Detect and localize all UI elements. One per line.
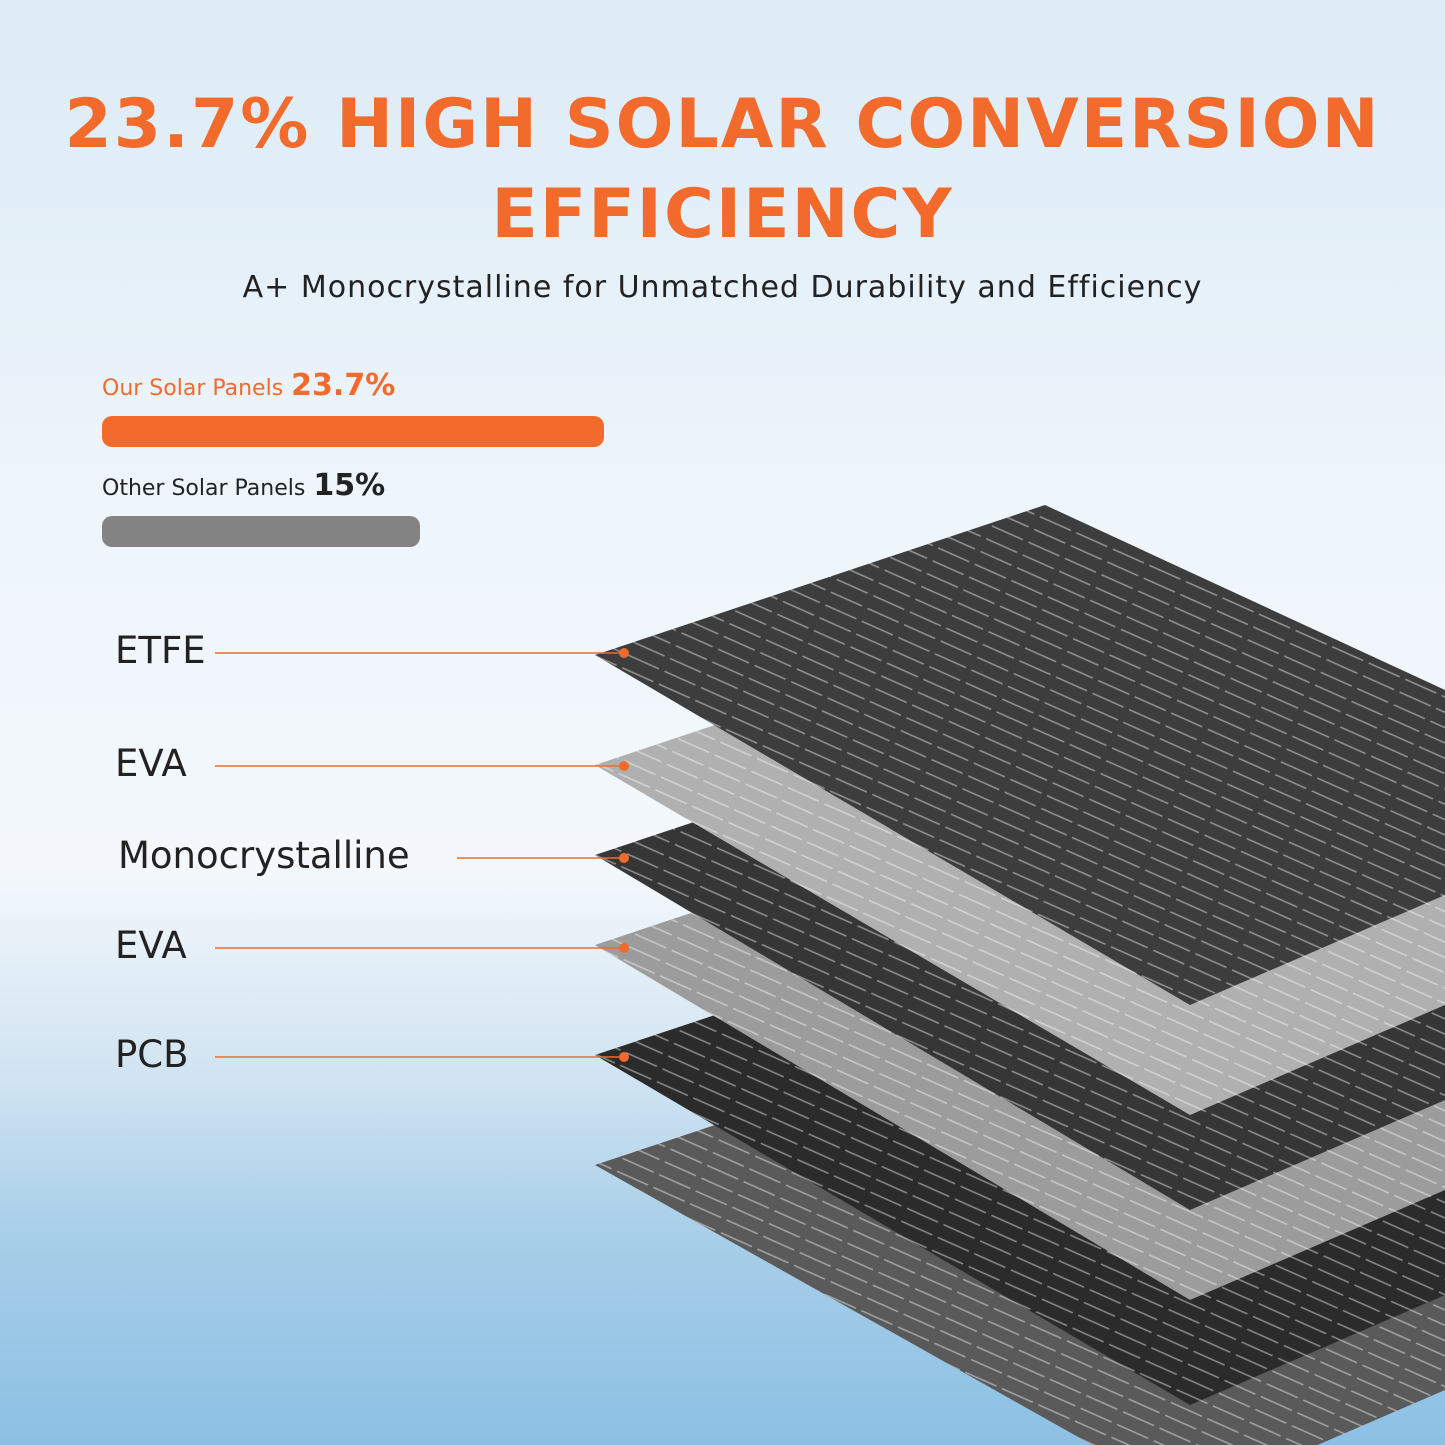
leader-dot bbox=[619, 943, 629, 953]
bar-name: Other Solar Panels bbox=[102, 476, 306, 501]
panel-texture bbox=[595, 505, 1445, 1005]
layer-label: ETFE bbox=[115, 629, 206, 672]
layer-label: EVA bbox=[115, 924, 187, 967]
bar bbox=[102, 416, 604, 447]
layer-label: PCB bbox=[115, 1033, 189, 1076]
headline: 23.7% HIGH SOLAR CONVERSION EFFICIENCY bbox=[0, 80, 1445, 260]
layer-label: Monocrystalline bbox=[118, 834, 410, 877]
bar-label: Our Solar Panels 23.7% bbox=[102, 368, 395, 403]
bar-value: 23.7% bbox=[291, 368, 396, 403]
bar-label: Other Solar Panels 15% bbox=[102, 468, 385, 503]
leader-dot bbox=[619, 648, 629, 658]
bar-name: Our Solar Panels bbox=[102, 376, 284, 401]
bar-value: 15% bbox=[313, 468, 386, 503]
headline-line: 23.7% HIGH SOLAR CONVERSION bbox=[64, 85, 1381, 164]
bar bbox=[102, 516, 420, 547]
leader-dot bbox=[619, 853, 629, 863]
layer-label: EVA bbox=[115, 742, 187, 785]
headline-line: EFFICIENCY bbox=[491, 175, 954, 254]
leader-dot bbox=[619, 761, 629, 771]
leader-dot bbox=[619, 1052, 629, 1062]
subtitle: A+ Monocrystalline for Unmatched Durabil… bbox=[242, 270, 1203, 305]
